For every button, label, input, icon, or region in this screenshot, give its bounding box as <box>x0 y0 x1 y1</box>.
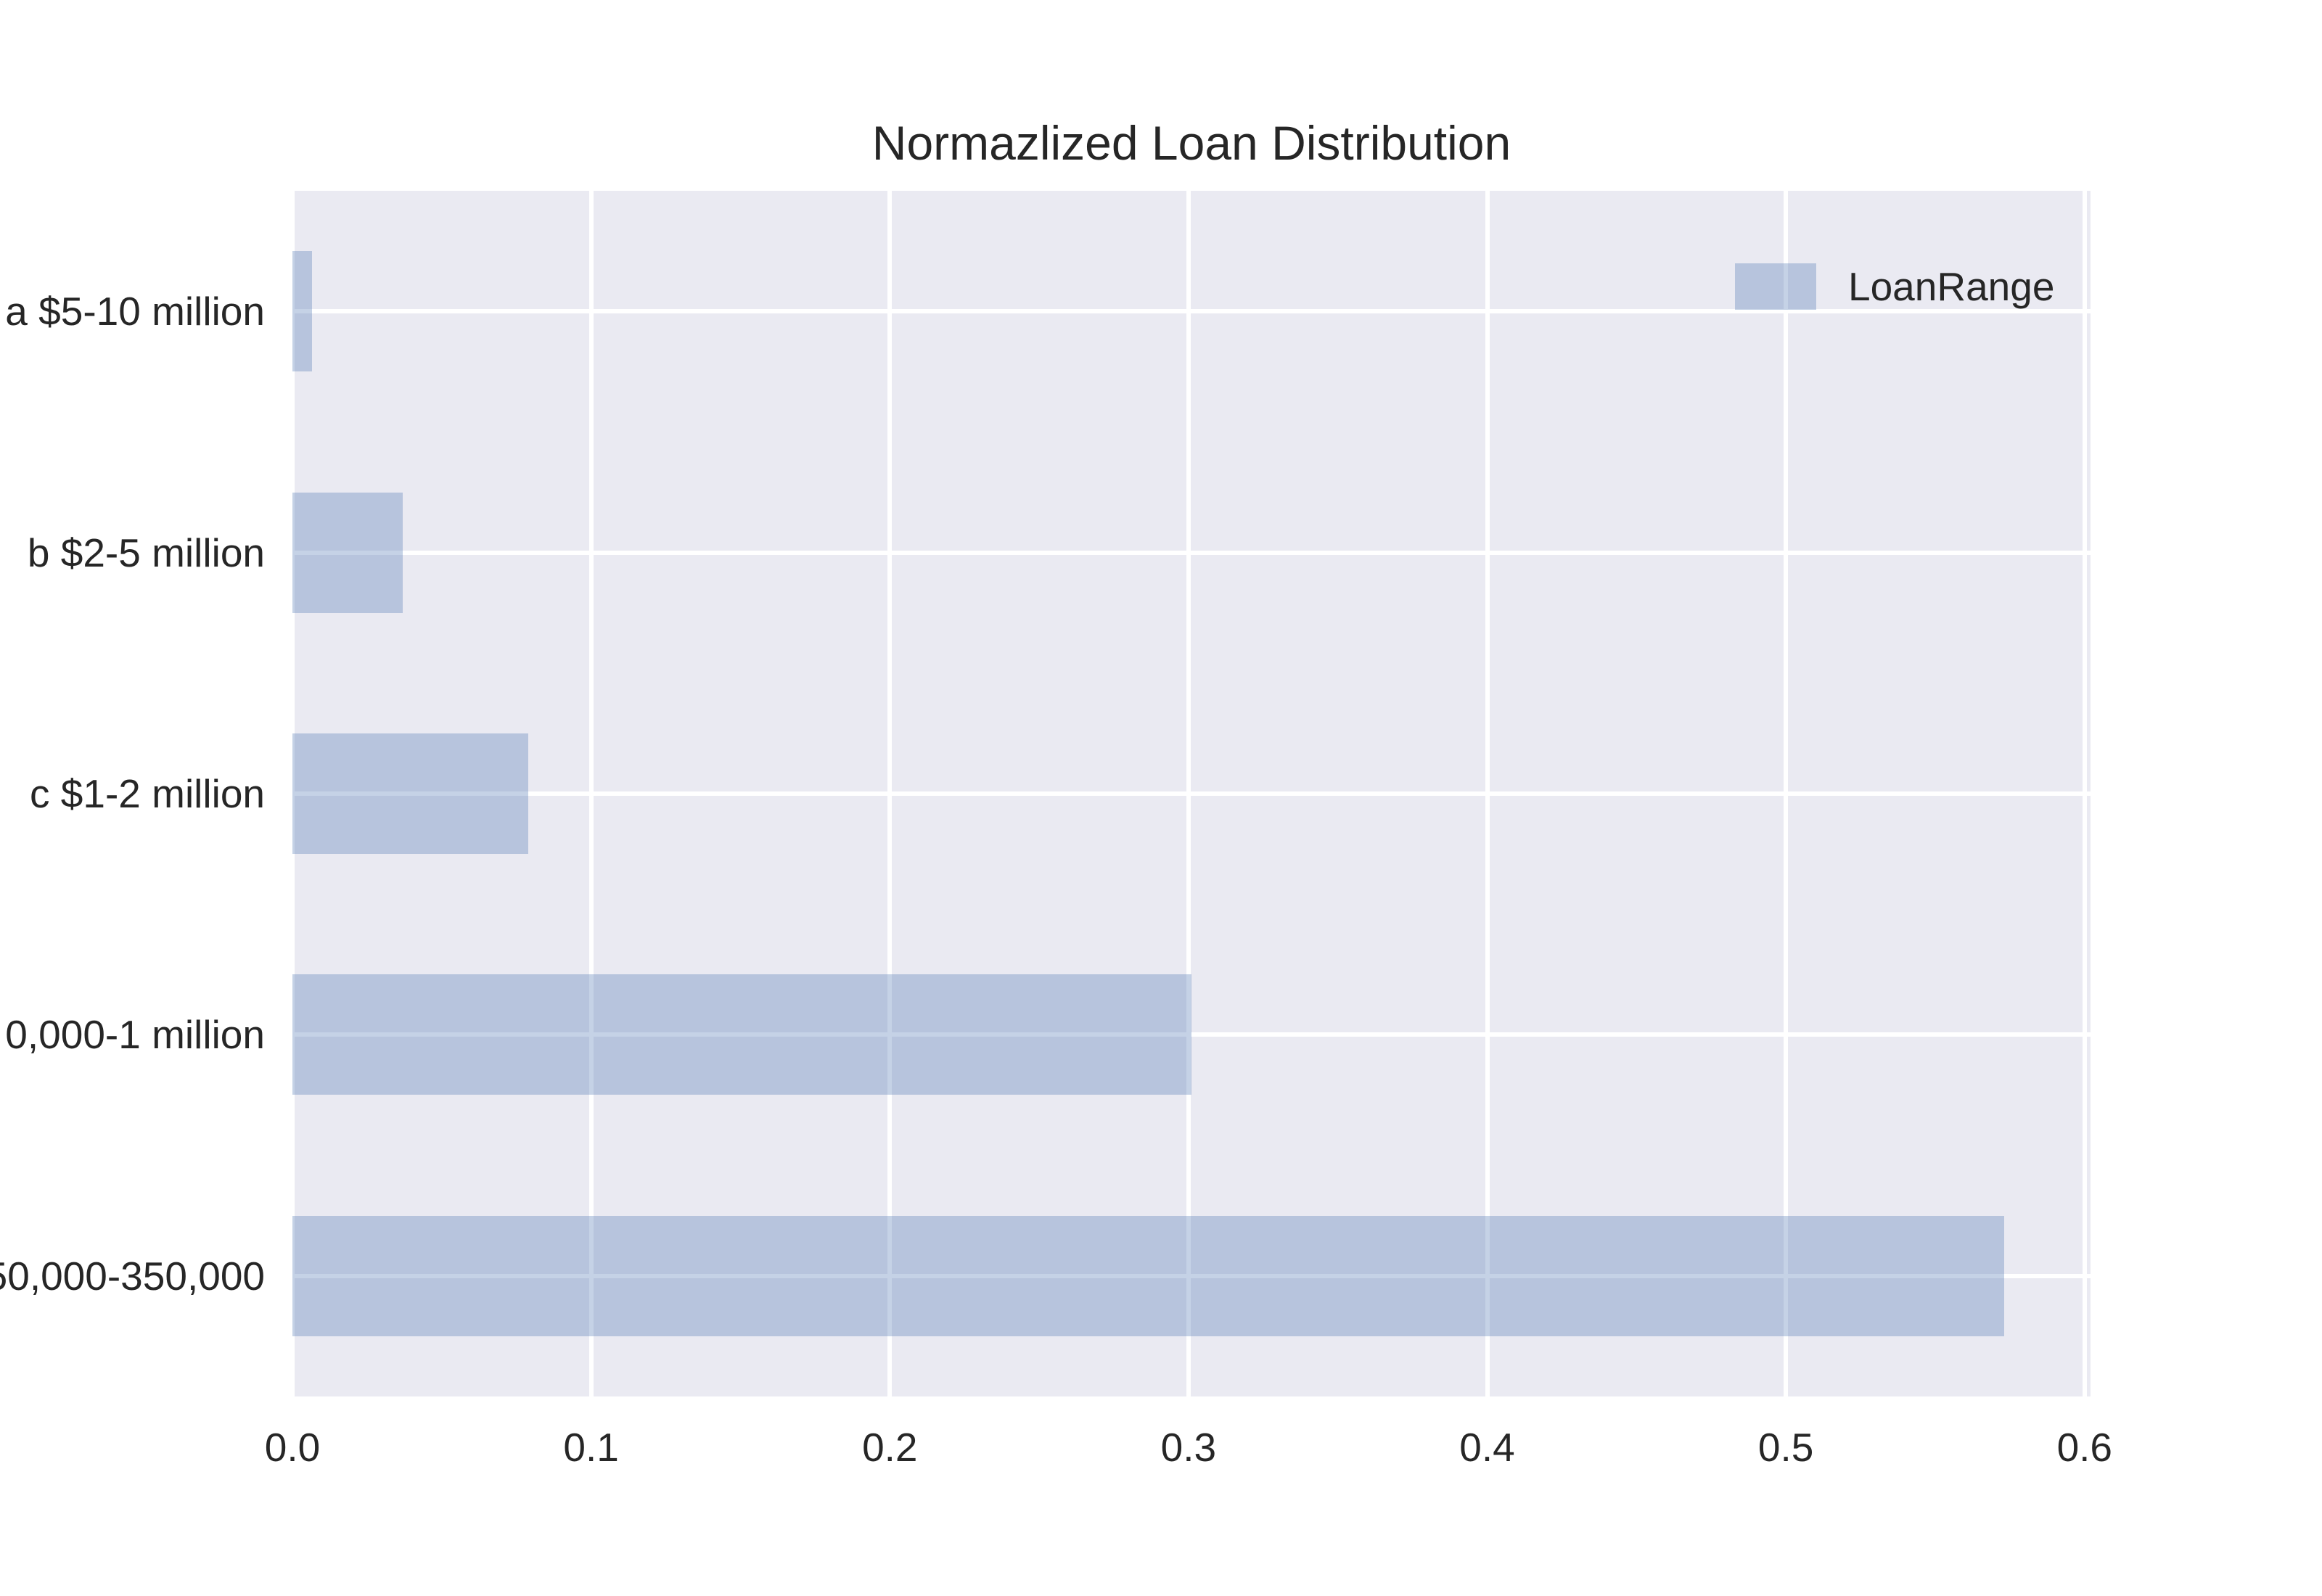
y-gridline <box>292 1032 2091 1037</box>
x-tick-label: 0.5 <box>1757 1425 1814 1470</box>
y-tick-label: c $1-2 million <box>29 771 265 816</box>
bar <box>292 733 529 854</box>
x-tick-label: 0.3 <box>1160 1425 1217 1470</box>
y-tick-label: 0,000-1 million <box>5 1012 265 1058</box>
x-tick-label: 0.6 <box>2056 1425 2113 1470</box>
chart-title: Normazlized Loan Distribution <box>871 116 1511 170</box>
y-gridline <box>292 309 2091 314</box>
bar <box>292 251 313 372</box>
y-gridline <box>292 550 2091 555</box>
y-tick-label: 50,000-350,000 <box>0 1253 265 1299</box>
y-gridline <box>292 1273 2091 1278</box>
y-gridline <box>292 791 2091 796</box>
x-tick-label: 0.4 <box>1459 1425 1515 1470</box>
plot-area: LoanRange <box>292 191 2091 1396</box>
y-tick-label: b $2-5 million <box>27 530 265 575</box>
legend: LoanRange <box>1735 263 2054 310</box>
x-tick-label: 0.1 <box>563 1425 619 1470</box>
bar <box>292 974 1191 1095</box>
legend-swatch-icon <box>1735 263 1816 310</box>
x-tick-label: 0.0 <box>264 1425 321 1470</box>
x-tick-label: 0.2 <box>862 1425 918 1470</box>
bar <box>292 492 403 613</box>
legend-label: LoanRange <box>1848 264 2055 309</box>
bar <box>292 1215 2004 1336</box>
y-tick-label: a $5-10 million <box>5 289 265 334</box>
